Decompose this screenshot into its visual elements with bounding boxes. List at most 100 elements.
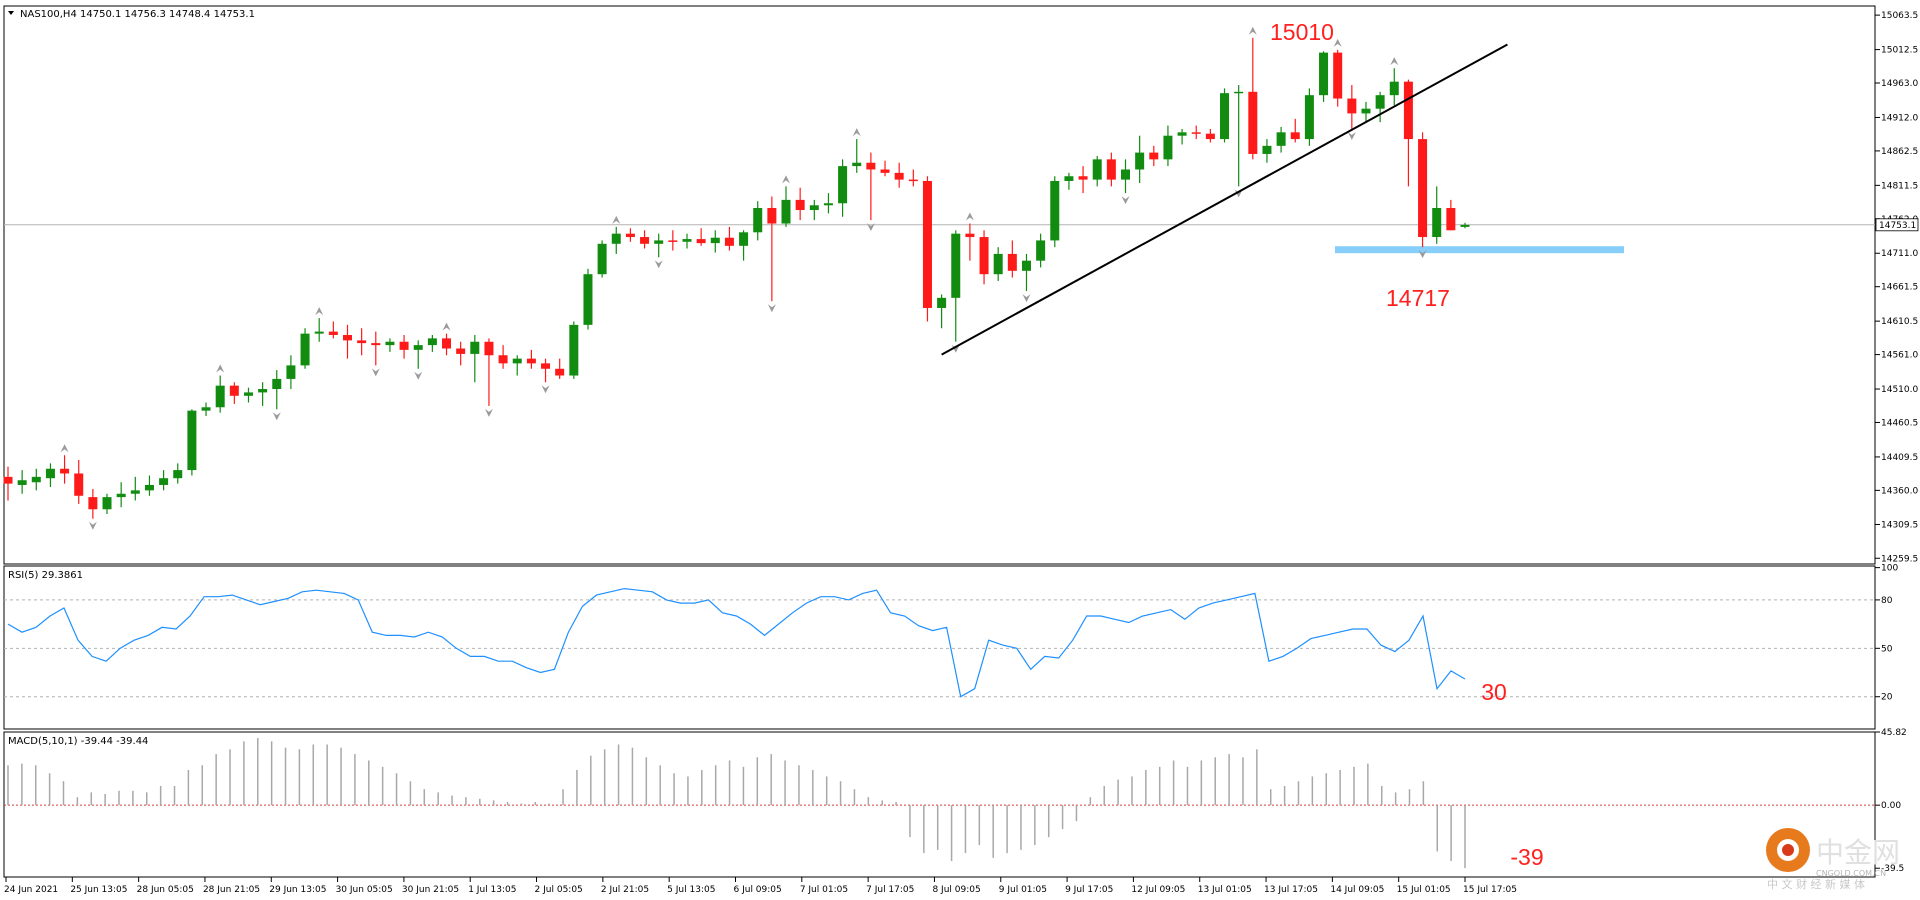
candle-body — [937, 297, 947, 308]
candle-body — [1389, 81, 1399, 96]
logo-dot-icon — [1782, 844, 1794, 856]
candle — [597, 240, 607, 278]
fractal-down-icon — [654, 260, 663, 269]
candle-body — [767, 207, 777, 224]
fractal-down-icon — [1022, 294, 1031, 303]
candle-body — [809, 205, 819, 211]
candle-body — [625, 233, 635, 238]
candle-body — [258, 389, 268, 393]
candle-body — [993, 253, 1003, 275]
candle — [187, 409, 197, 476]
candle-body — [1064, 176, 1074, 181]
candle-body — [74, 473, 84, 496]
candle — [60, 455, 70, 484]
candle-body — [286, 365, 296, 379]
candle-body — [31, 476, 41, 483]
candle — [1234, 85, 1244, 187]
candle-body — [1276, 132, 1286, 146]
candle — [1290, 118, 1300, 143]
candle — [470, 334, 480, 383]
candle — [1007, 240, 1017, 278]
candle — [229, 382, 239, 404]
candle-body — [1361, 108, 1371, 114]
candle — [555, 358, 565, 379]
macd-tick-label: 45.82 — [1881, 728, 1907, 738]
price-tick-label: 14610.5 — [1881, 317, 1918, 327]
candle-body — [243, 392, 253, 396]
fractal-up-icon — [315, 307, 324, 316]
candle-body — [1050, 180, 1060, 241]
candle — [625, 228, 635, 242]
fractal-down-icon — [1347, 131, 1356, 140]
candle — [1403, 79, 1413, 187]
time-tick-label: 30 Jun 05:05 — [336, 885, 393, 895]
price-panel-frame — [3, 5, 1876, 565]
candle-body — [555, 368, 565, 376]
rsi-line — [7, 587, 1466, 698]
rsi-panel — [4, 587, 1875, 698]
candle — [88, 489, 98, 519]
candle-body — [484, 341, 494, 356]
candle — [102, 493, 112, 515]
candle-body — [427, 338, 437, 346]
candle-body — [1234, 91, 1244, 94]
candle-body — [1007, 253, 1017, 271]
candle-body — [866, 162, 876, 170]
fractal-down-icon — [1418, 250, 1427, 259]
candle-body — [201, 407, 211, 411]
time-tick-label: 15 Jul 17:05 — [1463, 885, 1517, 895]
candle-body — [1333, 52, 1343, 99]
fractal-up-icon — [852, 128, 861, 137]
rsi-tick-label: 20 — [1881, 693, 1893, 703]
time-tick-label: 13 Jul 01:05 — [1198, 885, 1252, 895]
candle — [272, 370, 282, 410]
candle-body — [144, 484, 154, 491]
candle — [357, 328, 367, 356]
high-annotation: 15010 — [1270, 19, 1334, 45]
candle-body — [229, 385, 239, 396]
candle-body — [1418, 139, 1428, 238]
candle-body — [1078, 176, 1088, 180]
candle-body — [951, 233, 961, 298]
candle-body — [880, 169, 890, 173]
candle — [159, 470, 169, 491]
fractal-down-icon — [371, 368, 380, 377]
candle — [1319, 51, 1329, 102]
cngold-logo: 中金网 CNGOLD.COM.CN 中 文 财 经 新 媒 体 — [1766, 828, 1900, 891]
candle-body — [1403, 81, 1413, 140]
candle — [1220, 88, 1230, 143]
current-price-label: 14753.1 — [1879, 221, 1916, 231]
candle — [328, 321, 338, 339]
candle — [17, 470, 27, 494]
candle-body — [1036, 240, 1046, 261]
candle — [286, 355, 296, 390]
candle-body — [1446, 207, 1456, 231]
candle — [456, 341, 466, 366]
time-tick-label: 2 Jul 21:05 — [601, 885, 649, 895]
candle-body — [17, 480, 27, 485]
candle-body — [640, 237, 650, 244]
candle — [342, 324, 352, 359]
candle-body — [512, 358, 522, 364]
candle-body — [922, 180, 932, 308]
candle-body — [442, 338, 452, 349]
current-price-box — [1875, 218, 1919, 232]
dropdown-triangle-icon[interactable] — [8, 11, 14, 15]
candle-body — [314, 331, 324, 334]
candle — [640, 230, 650, 249]
candle — [1361, 101, 1371, 123]
candle — [314, 318, 324, 342]
candle — [498, 345, 508, 369]
candle-body — [215, 385, 225, 408]
candle-body — [1375, 95, 1385, 109]
candle — [908, 169, 918, 187]
price-axis: 15063.5 15012.5 14963.0 14912.0 14862.5 14811… — [1875, 11, 1918, 874]
price-tick-label: 14862.5 — [1881, 147, 1918, 157]
candle-body — [328, 331, 338, 335]
candle — [258, 382, 268, 406]
time-tick-label: 8 Jul 09:05 — [932, 885, 980, 895]
candle-body — [1191, 132, 1201, 134]
time-tick-label: 7 Jul 01:05 — [800, 885, 848, 895]
candle-body — [1106, 159, 1116, 180]
candle — [739, 230, 749, 261]
